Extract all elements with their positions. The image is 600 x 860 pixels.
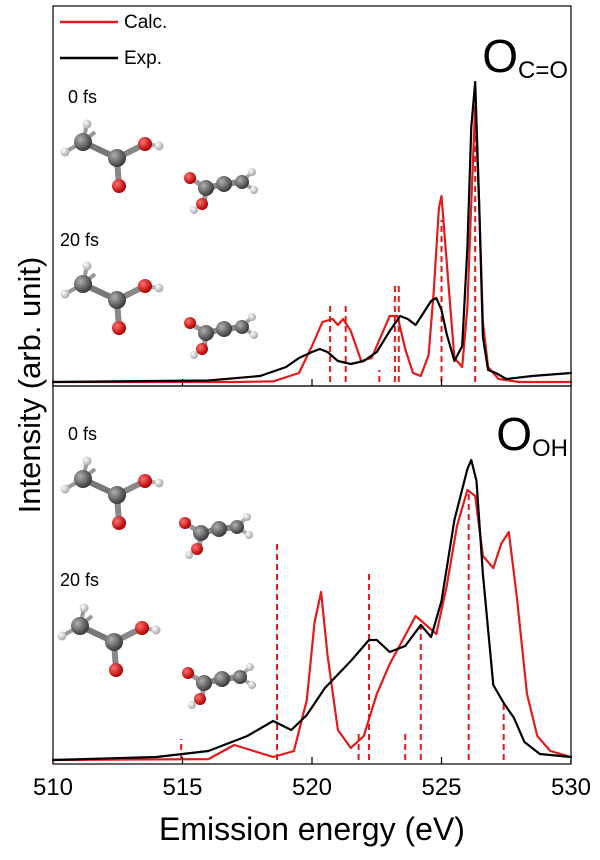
legend: Calc. Exp.: [60, 12, 167, 69]
molecule-bottom-0fs-side: [61, 457, 164, 531]
panel-top-curves: [51, 80, 573, 384]
molecule-top-20fs-end: [184, 313, 258, 359]
y-axis-label: Intensity (arb. unit): [12, 257, 47, 514]
x-tick-label-510: 510: [33, 774, 73, 801]
panel-top-time-0: 0 fs: [68, 87, 97, 107]
panel-bottom-time-20: 20 fs: [60, 570, 99, 590]
x-axis-label: Emission energy (eV): [159, 811, 465, 847]
series-exp-panel0: [51, 80, 573, 384]
molecule-top-0fs-side: [61, 120, 164, 194]
series-calc-panel0: [51, 104, 573, 384]
x-tick-label-515: 515: [162, 774, 202, 801]
molecule-bottom-0fs-end: [179, 513, 253, 559]
panel-bottom-time-0: 0 fs: [68, 424, 97, 444]
panel-top-sticks: [329, 106, 477, 382]
panel-bottom-label: OOH: [496, 408, 568, 462]
panel-bottom-sticks: [180, 493, 505, 760]
x-tick-label-520: 520: [292, 774, 332, 801]
panel-bottom-curves: [51, 458, 573, 762]
molecule-bottom-20fs-end: [182, 663, 256, 709]
x-tick-label-525: 525: [421, 774, 461, 801]
panel-top-label: OC=O: [482, 30, 568, 84]
molecule-bottom-20fs-side: [58, 604, 161, 678]
series-exp-panel1: [51, 458, 573, 762]
x-axis: 510 515 520 525 530: [33, 379, 591, 801]
x-tick-label-530: 530: [551, 774, 591, 801]
molecule-top-20fs-side: [61, 262, 164, 336]
legend-calc-label: Calc.: [124, 12, 167, 33]
molecule-top-0fs-end: [184, 168, 258, 214]
legend-exp-label: Exp.: [124, 48, 162, 69]
panel-top-time-20: 20 fs: [60, 230, 99, 250]
series-calc-panel1: [51, 488, 573, 762]
